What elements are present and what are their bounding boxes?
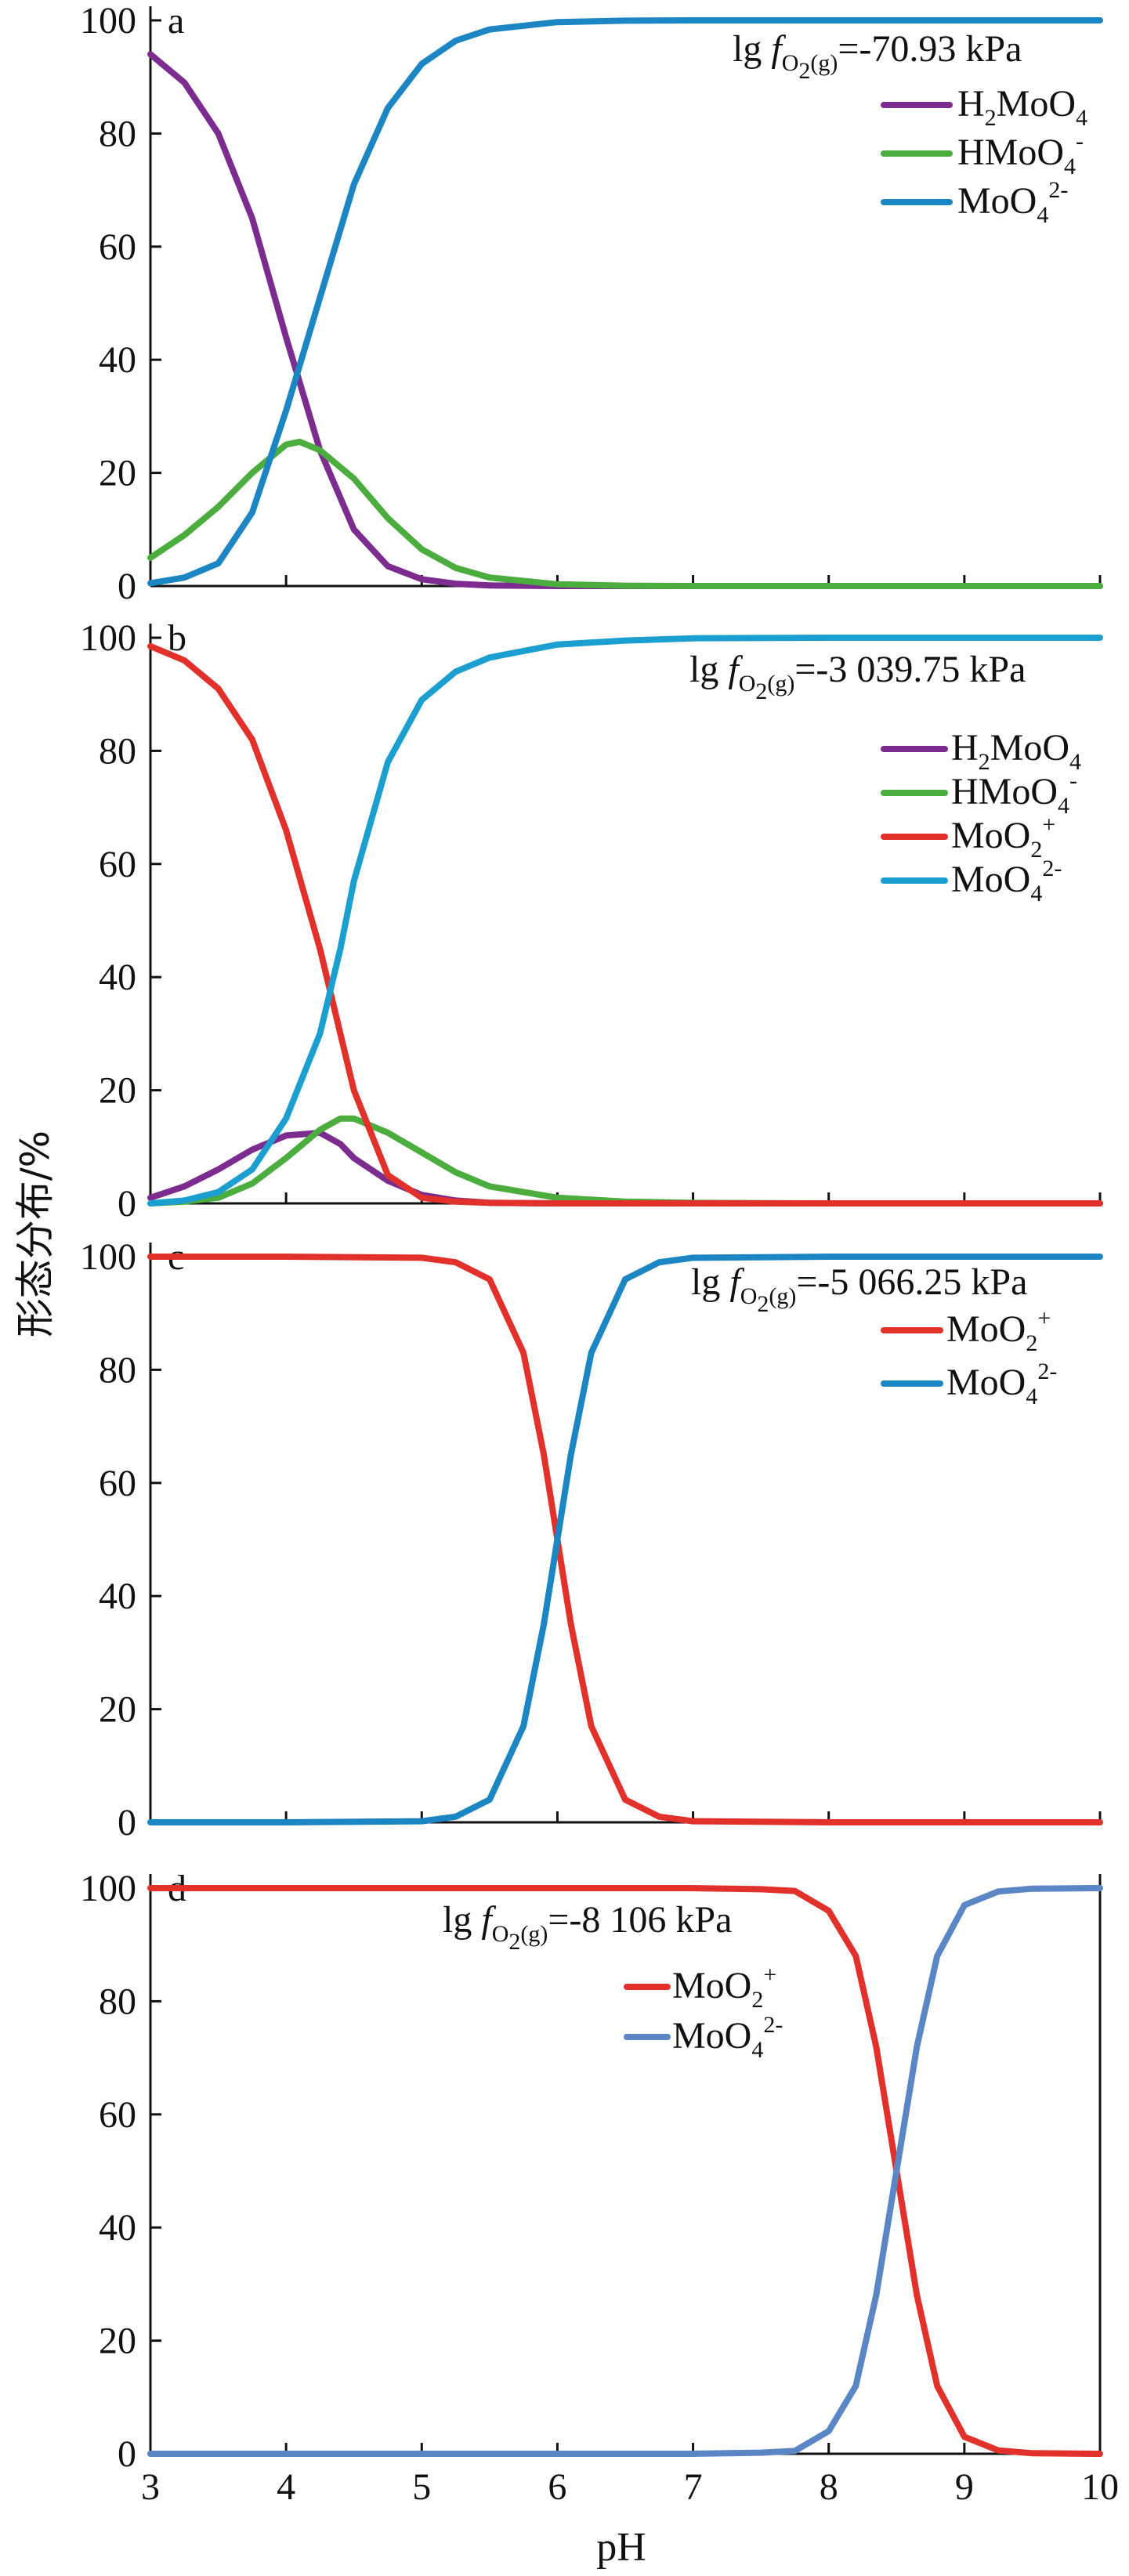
panel-letter: a	[168, 0, 184, 42]
y-tick-label: 60	[99, 2094, 136, 2136]
y-tick-label: 100	[80, 617, 136, 659]
y-tick-label: 20	[99, 1070, 136, 1112]
series-line	[147, 635, 1103, 1207]
y-tick-label: 40	[99, 2207, 136, 2249]
y-tick-label: 40	[99, 1576, 136, 1617]
y-tick-label: 100	[80, 1868, 136, 1909]
legend-label: HMoO4-	[951, 768, 1077, 819]
x-tick-label: 4	[277, 2466, 295, 2508]
y-tick-label: 20	[99, 1689, 136, 1731]
legend-label: H2MoO4	[957, 83, 1087, 131]
x-tick-label: 10	[1081, 2466, 1119, 2508]
legend-label: MoO42-	[957, 177, 1068, 228]
y-tick-label: 80	[99, 113, 136, 154]
series-line	[147, 17, 1103, 587]
x-axis-title: pH	[596, 2525, 646, 2570]
legend-label: MoO2+	[951, 812, 1055, 863]
y-tick-label: 0	[118, 566, 136, 607]
x-tick-label: 3	[141, 2466, 160, 2508]
fugacity-annotation: lg fO2(g)=-5 066.25 kPa	[691, 1261, 1027, 1317]
y-tick-label: 0	[118, 2433, 136, 2475]
legend-label: MoO2+	[672, 1962, 776, 2013]
y-tick-label: 40	[99, 339, 136, 381]
y-tick-label: 40	[99, 957, 136, 998]
y-tick-label: 60	[99, 1463, 136, 1504]
legend-label: HMoO4-	[957, 128, 1084, 179]
series-line	[147, 438, 1103, 589]
x-tick-label: 7	[684, 2466, 703, 2508]
y-tick-label: 20	[99, 453, 136, 494]
panel-a: 0 20 40 60 80 100 a lg fO2(g)=-70.93 kPaH2MoO4H…	[80, 0, 1103, 607]
x-tick-label: 8	[820, 2466, 838, 2508]
y-tick-label: 80	[99, 1349, 136, 1391]
y-tick-label: 20	[99, 2321, 136, 2362]
y-tick-label: 100	[80, 1236, 136, 1278]
fugacity-annotation: lg fO2(g)=-8 106 kPa	[443, 1899, 732, 1955]
fugacity-annotation: lg fO2(g)=-3 039.75 kPa	[689, 649, 1026, 704]
fugacity-annotation: lg fO2(g)=-70.93 kPa	[733, 28, 1022, 84]
y-axis-title: 形态分布/%	[13, 1131, 58, 1337]
series-line	[147, 1885, 1103, 2457]
y-tick-label: 100	[80, 0, 136, 42]
x-tick-label: 9	[955, 2466, 974, 2508]
legend-label: MoO42-	[951, 856, 1062, 906]
y-tick-label: 80	[99, 1981, 136, 2022]
legend-label: MoO2+	[946, 1305, 1051, 1356]
y-tick-label: 80	[99, 730, 136, 772]
x-tick-label: 6	[548, 2466, 566, 2508]
series-line	[147, 1885, 1103, 2457]
y-tick-label: 0	[118, 1802, 136, 1843]
x-tick-label: 5	[412, 2466, 431, 2508]
series-line	[147, 1254, 1103, 1825]
series-line	[147, 1129, 1103, 1207]
y-tick-label: 0	[118, 1183, 136, 1225]
series-line	[147, 642, 1103, 1207]
y-tick-label: 60	[99, 844, 136, 885]
legend-label: H2MoO4	[951, 727, 1081, 775]
series-line	[147, 1254, 1103, 1825]
legend-label: MoO42-	[946, 1359, 1057, 1409]
y-tick-label: 60	[99, 226, 136, 268]
legend-label: MoO42-	[672, 2012, 783, 2063]
series-line	[147, 1115, 1103, 1207]
